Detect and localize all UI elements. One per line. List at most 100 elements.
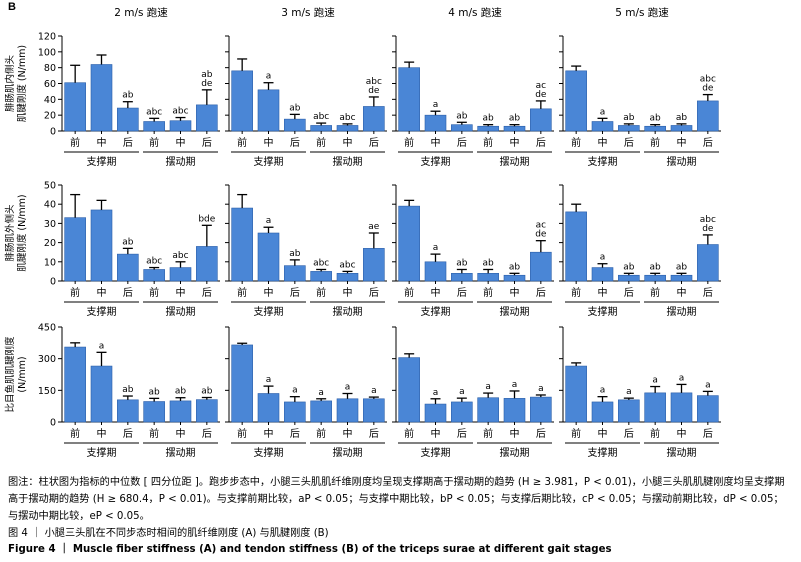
y-tick-label: 40 (44, 200, 56, 211)
x-tick-label: 中 (677, 427, 687, 440)
x-tick-label: 后 (123, 137, 133, 149)
bar (117, 253, 139, 282)
x-tick-label: 中 (431, 136, 441, 149)
x-tick-label: 前 (404, 427, 414, 440)
significance-label: ab (289, 103, 301, 113)
bar (451, 124, 473, 132)
significance-label: ab (201, 70, 213, 80)
x-tick-label: 后 (369, 287, 379, 299)
support-phase-label: 支撑期 (254, 305, 284, 318)
significance-label: de (535, 230, 547, 240)
x-tick-label: 中 (598, 136, 608, 149)
significance-label: ab (623, 262, 635, 272)
bar (697, 100, 719, 132)
x-tick-label: 中 (343, 136, 353, 149)
x-tick-label: 中 (598, 427, 608, 440)
x-tick-label: 中 (598, 286, 608, 299)
bar (697, 395, 719, 423)
bar (670, 274, 693, 282)
y-tick-label: 30 (44, 219, 56, 230)
x-tick-label: 中 (97, 286, 107, 299)
bar (530, 251, 552, 282)
x-tick-label: 中 (431, 427, 441, 440)
bar (257, 393, 280, 423)
bar (565, 211, 587, 282)
x-tick-label: 中 (97, 136, 107, 149)
figure-note: 图注：柱状图为指标的中位数 [ 四分位距 ]。跑步步态中，小腿三头肌肌纤维刚度均… (8, 477, 785, 522)
y-axis-label: 腓肠肌内侧头 (4, 55, 16, 112)
bar (363, 248, 385, 282)
significance-label: ab (122, 91, 134, 101)
significance-label: abc (339, 260, 355, 270)
x-tick-label: 后 (290, 428, 300, 440)
significance-label: ab (676, 113, 688, 123)
bar (591, 267, 614, 282)
x-tick-label: 中 (264, 427, 274, 440)
x-tick-label: 前 (650, 286, 660, 299)
x-tick-label: 后 (290, 287, 300, 299)
bar (143, 121, 165, 132)
significance-label: a (345, 383, 351, 393)
significance-label: ab (122, 385, 134, 395)
bar (477, 125, 499, 132)
x-tick-label: 后 (703, 428, 713, 440)
y-tick-label: 0 (50, 277, 56, 288)
y-tick-label: 10 (44, 257, 56, 268)
significance-label: a (99, 341, 105, 351)
bar (591, 401, 614, 423)
y-tick-label: 60 (44, 79, 56, 90)
significance-label: de (702, 224, 714, 234)
y-tick-label: 300 (38, 354, 56, 365)
significance-label: a (433, 388, 439, 398)
support-phase-label: 支撑期 (421, 155, 451, 168)
bar (336, 125, 359, 132)
significance-label: de (535, 90, 547, 100)
x-tick-label: 前 (316, 427, 326, 440)
bar (424, 114, 447, 132)
bar (231, 207, 253, 282)
swing-phase-label: 摆动期 (333, 155, 363, 168)
y-tick-label: 20 (44, 238, 56, 249)
bar (231, 344, 253, 423)
bar (117, 107, 139, 132)
swing-phase-label: 摆动期 (166, 305, 196, 318)
significance-label: abc (700, 75, 716, 85)
x-tick-label: 后 (536, 428, 546, 440)
x-tick-label: 中 (264, 286, 274, 299)
speed-title: 2 m/s 跑速 (114, 6, 168, 19)
bar (90, 64, 113, 132)
bar (503, 125, 526, 132)
bar (565, 70, 587, 132)
bar (196, 399, 218, 423)
swing-phase-label: 摆动期 (500, 446, 530, 459)
x-tick-label: 后 (369, 428, 379, 440)
swing-phase-label: 摆动期 (667, 446, 697, 459)
support-phase-label: 支撑期 (588, 155, 618, 168)
significance-label: ab (149, 387, 161, 397)
bar (196, 246, 218, 282)
x-tick-label: 前 (70, 286, 80, 299)
y-tick-label: 0 (50, 127, 56, 138)
x-tick-label: 后 (202, 137, 212, 149)
bar (477, 397, 499, 423)
significance-label: abc (146, 257, 162, 267)
bar (670, 125, 693, 132)
x-tick-label: 前 (237, 427, 247, 440)
bar (196, 104, 218, 132)
support-phase-label: 支撑期 (87, 155, 117, 168)
x-tick-label: 前 (70, 136, 80, 149)
x-tick-label: 前 (650, 136, 660, 149)
significance-label: a (433, 243, 439, 253)
bar (64, 82, 86, 132)
support-phase-label: 支撑期 (421, 446, 451, 459)
significance-label: ac (536, 81, 547, 91)
x-tick-label: 前 (650, 427, 660, 440)
bar (451, 401, 473, 423)
bar (90, 209, 113, 282)
significance-label: a (512, 380, 518, 390)
significance-label: a (266, 72, 272, 82)
significance-label: ab (289, 249, 301, 259)
support-phase-label: 支撑期 (588, 305, 618, 318)
y-axis-label: 肌腱刚度 (N/mm) (16, 194, 28, 271)
x-tick-label: 中 (677, 136, 687, 149)
